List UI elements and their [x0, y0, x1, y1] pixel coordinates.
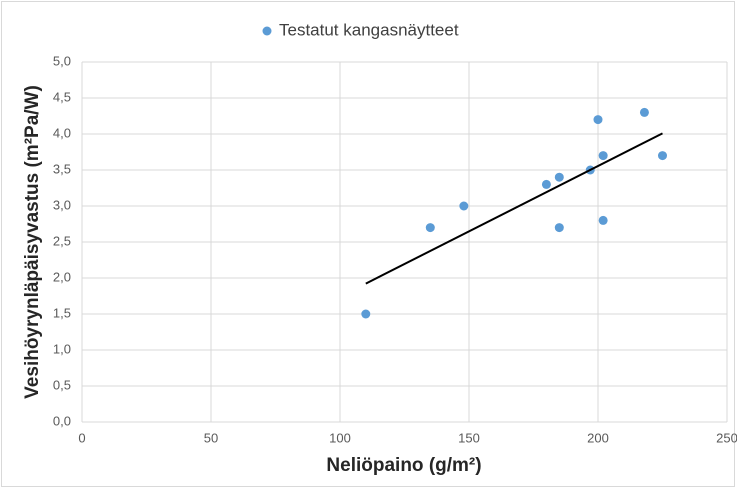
y-tick-label: 3,0	[53, 197, 71, 212]
x-tick-label: 100	[329, 430, 351, 445]
y-tick-label: 4,5	[53, 89, 71, 104]
y-tick-label: 5,0	[53, 53, 71, 68]
chart-border	[1, 1, 735, 487]
y-tick-label: 3,5	[53, 161, 71, 176]
y-tick-label: 1,0	[53, 341, 71, 356]
x-axis-title: Neliöpaino (g/m²)	[326, 455, 481, 476]
legend-label: Testatut kangasnäytteet	[279, 20, 459, 39]
x-tick-label: 250	[716, 430, 737, 445]
y-tick-label: 0,0	[53, 413, 71, 428]
data-point	[639, 107, 649, 117]
y-tick-label: 0,5	[53, 377, 71, 392]
data-point	[598, 215, 608, 225]
legend-marker	[262, 26, 272, 36]
y-tick-label: 4,0	[53, 125, 71, 140]
x-tick-label: 150	[458, 430, 480, 445]
data-point	[361, 309, 371, 319]
x-tick-label: 50	[204, 430, 218, 445]
y-tick-label: 2,5	[53, 233, 71, 248]
trendline	[365, 132, 663, 285]
data-point	[541, 179, 551, 189]
y-tick-label: 2,0	[53, 269, 71, 284]
data-point	[554, 223, 564, 233]
data-point	[658, 151, 667, 161]
y-axis-title: Vesihöyrynläpäisyvastus (m²Pa/W)	[22, 85, 43, 399]
data-point	[554, 172, 564, 182]
y-tick-label: 1,5	[53, 305, 71, 320]
data-point	[425, 223, 435, 233]
x-tick-label: 0	[78, 430, 85, 445]
x-tick-label: 200	[587, 430, 609, 445]
data-point	[598, 151, 608, 161]
data-point	[593, 115, 603, 125]
data-point	[459, 201, 469, 211]
